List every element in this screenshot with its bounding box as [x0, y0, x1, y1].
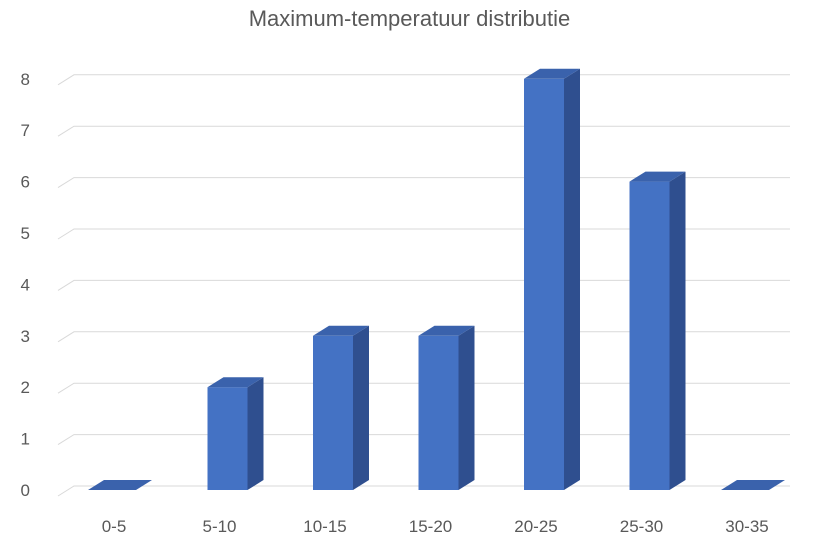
x-tick-label: 0-5: [102, 517, 127, 536]
x-tick-label: 20-25: [514, 517, 557, 536]
bar: [721, 480, 785, 490]
y-tick-label: 8: [21, 70, 30, 89]
bar: [88, 480, 152, 490]
bar: [524, 68, 580, 491]
y-tick-label: 2: [21, 378, 30, 397]
y-tick-label: 7: [21, 121, 30, 140]
x-tick-label: 15-20: [409, 517, 452, 536]
gridline: [57, 125, 790, 137]
chart-title: Maximum-temperatuur distributie: [248, 6, 571, 31]
bar: [207, 377, 264, 490]
x-tick-label: 30-35: [725, 517, 768, 536]
bar: [629, 171, 686, 490]
y-tick-label: 4: [21, 275, 30, 294]
y-tick-label: 0: [21, 481, 30, 500]
y-tick-label: 5: [21, 224, 30, 243]
gridline: [57, 74, 790, 86]
x-tick-label: 25-30: [620, 517, 663, 536]
y-tick-label: 6: [21, 173, 30, 192]
x-tick-label: 5-10: [202, 517, 236, 536]
y-tick-label: 3: [21, 327, 30, 346]
bar: [418, 325, 475, 490]
y-tick-label: 1: [21, 430, 30, 449]
x-tick-label: 10-15: [303, 517, 346, 536]
bar: [313, 325, 369, 490]
